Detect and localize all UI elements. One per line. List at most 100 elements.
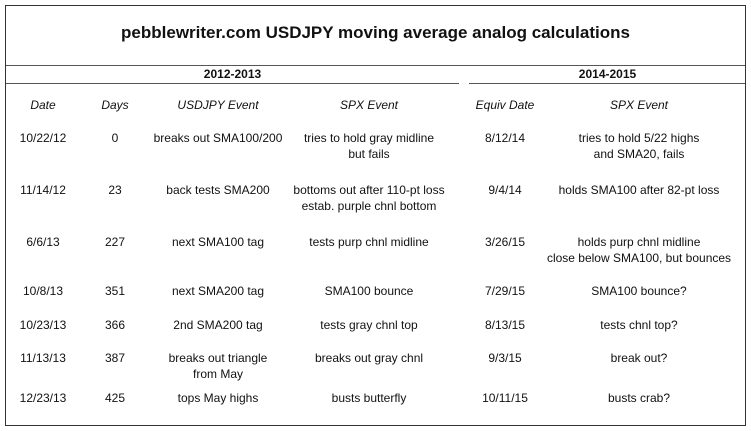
column-header-spx-event: SPX Event — [339, 98, 399, 112]
cell-usdjpy-event-line: next SMA100 tag — [171, 235, 265, 249]
cell-spx-event-2014-line: tries to hold 5/22 highs — [578, 131, 700, 145]
cell-days-line: 351 — [104, 284, 126, 298]
cell-usdjpy-event: 2nd SMA200 tag — [143, 317, 293, 333]
column-header-usdjpy-event: USDJPY Event — [177, 98, 259, 112]
cell-spx-event-2014-line: close below SMA100, but bounces — [546, 251, 732, 265]
cell-spx-event-line: tries to hold gray midline — [303, 131, 435, 145]
cell-equiv-date: 8/12/14 — [468, 130, 542, 146]
cell-equiv-date: 9/4/14 — [468, 182, 542, 198]
analog-table: pebblewriter.com USDJPY moving average a… — [5, 5, 746, 426]
title-divider — [6, 65, 745, 66]
cell-equiv-date: 8/13/15 — [468, 317, 542, 333]
cell-spx-event-2014-line: holds purp chnl midline — [577, 235, 701, 249]
group-divider-right — [469, 83, 745, 84]
cell-days: 366 — [89, 317, 141, 333]
cell-spx-event-2014: busts crab? — [536, 390, 742, 406]
cell-days-line: 425 — [104, 391, 126, 405]
cell-days: 425 — [89, 390, 141, 406]
cell-spx-event: tests gray chnl top — [284, 317, 454, 333]
cell-days-line: 227 — [104, 235, 126, 249]
cell-spx-event-2014: tries to hold 5/22 highs and SMA20, fails — [536, 130, 742, 162]
cell-spx-event-2014-line: SMA100 bounce? — [591, 284, 687, 298]
cell-usdjpy-event: breaks out SMA100/200 — [143, 130, 293, 146]
cell-spx-event-2014-line: holds SMA100 after 82-pt loss — [558, 183, 720, 197]
cell-spx-event-2014: holds purp chnl midline close below SMA10… — [536, 234, 742, 266]
cell-usdjpy-event: next SMA200 tag — [143, 283, 293, 299]
cell-spx-event: bottoms out after 110-pt loss estab. purp… — [284, 182, 454, 214]
cell-spx-event-2014: break out? — [536, 350, 742, 366]
cell-spx-event-line: tests purp chnl midline — [309, 235, 429, 249]
cell-spx-event-line: estab. purple chnl bottom — [301, 199, 437, 213]
cell-days: 227 — [89, 234, 141, 250]
cell-date: 11/13/13 — [13, 350, 73, 366]
cell-spx-event: busts butterfly — [284, 390, 454, 406]
column-header-equiv-date: Equiv Date — [475, 98, 535, 112]
cell-date: 10/23/13 — [13, 317, 73, 333]
cell-date-line: 10/23/13 — [19, 318, 67, 332]
cell-equiv-date: 10/11/15 — [468, 390, 542, 406]
cell-spx-event-2014: SMA100 bounce? — [536, 283, 742, 299]
cell-usdjpy-event: back tests SMA200 — [143, 182, 293, 198]
cell-spx-event-line: but fails — [348, 147, 390, 161]
group-header-left: 2012-2013 — [203, 67, 262, 81]
cell-spx-event-2014: tests chnl top? — [536, 317, 742, 333]
group-header-right: 2014-2015 — [578, 67, 637, 81]
column-header-spx-event-2014: SPX Event — [609, 98, 669, 112]
cell-spx-event-line: tests gray chnl top — [320, 318, 418, 332]
cell-spx-event: SMA100 bounce — [284, 283, 454, 299]
cell-date-line: 6/6/13 — [26, 235, 60, 249]
cell-spx-event: breaks out gray chnl — [284, 350, 454, 366]
cell-usdjpy-event-line: tops May highs — [177, 391, 259, 405]
cell-usdjpy-event-line: next SMA200 tag — [171, 284, 265, 298]
cell-days: 351 — [89, 283, 141, 299]
cell-days: 23 — [89, 182, 141, 198]
column-header-days: Days — [101, 98, 129, 112]
cell-usdjpy-event: tops May highs — [143, 390, 293, 406]
cell-usdjpy-event: next SMA100 tag — [143, 234, 293, 250]
cell-equiv-date: 7/29/15 — [468, 283, 542, 299]
cell-date: 12/23/13 — [13, 390, 73, 406]
group-divider-left — [6, 83, 459, 84]
cell-spx-event-line: busts butterfly — [331, 391, 407, 405]
cell-spx-event-line: breaks out gray chnl — [314, 351, 424, 365]
cell-spx-event-2014-line: break out? — [610, 351, 668, 365]
cell-date: 6/6/13 — [13, 234, 73, 250]
cell-date-line: 11/13/13 — [20, 351, 66, 365]
page-title: pebblewriter.com USDJPY moving average a… — [121, 23, 630, 42]
cell-days: 387 — [89, 350, 141, 366]
cell-days-line: 0 — [111, 131, 119, 145]
cell-usdjpy-event-line: breaks out SMA100/200 — [153, 131, 283, 145]
cell-date-line: 10/22/12 — [19, 131, 67, 145]
cell-equiv-date-line: 8/12/14 — [484, 131, 526, 145]
cell-spx-event-2014: holds SMA100 after 82-pt loss — [536, 182, 742, 198]
cell-spx-event-2014-line: tests chnl top? — [600, 318, 678, 332]
cell-date-line: 12/23/13 — [19, 391, 67, 405]
cell-spx-event: tests purp chnl midline — [284, 234, 454, 250]
cell-usdjpy-event-line: breaks out triangle — [168, 351, 268, 365]
cell-usdjpy-event-line: back tests SMA200 — [166, 183, 270, 197]
cell-days-line: 387 — [104, 351, 126, 365]
cell-spx-event-2014-line: busts crab? — [607, 391, 671, 405]
cell-equiv-date-line: 9/4/14 — [488, 183, 522, 197]
cell-usdjpy-event-line: 2nd SMA200 tag — [173, 318, 263, 332]
cell-equiv-date-line: 10/11/15 — [482, 391, 528, 405]
cell-usdjpy-event: breaks out triangle from May — [143, 350, 293, 382]
cell-equiv-date-line: 3/26/15 — [484, 235, 526, 249]
cell-date-line: 11/14/12 — [20, 183, 66, 197]
cell-date: 11/14/12 — [13, 182, 73, 198]
cell-equiv-date-line: 8/13/15 — [484, 318, 526, 332]
cell-spx-event-line: SMA100 bounce — [324, 284, 414, 298]
cell-equiv-date: 3/26/15 — [468, 234, 542, 250]
cell-spx-event-2014-line: and SMA20, fails — [593, 147, 685, 161]
cell-days-line: 366 — [104, 318, 126, 332]
cell-date: 10/22/12 — [13, 130, 73, 146]
cell-equiv-date: 9/3/15 — [468, 350, 542, 366]
cell-spx-event: tries to hold gray midline but fails — [284, 130, 454, 162]
cell-date: 10/8/13 — [13, 283, 73, 299]
cell-spx-event-line: bottoms out after 110-pt loss — [293, 183, 445, 197]
column-header-date: Date — [30, 98, 56, 112]
cell-date-line: 10/8/13 — [22, 284, 64, 298]
cell-usdjpy-event-line: from May — [192, 367, 243, 381]
cell-equiv-date-line: 7/29/15 — [484, 284, 526, 298]
cell-equiv-date-line: 9/3/15 — [488, 351, 522, 365]
